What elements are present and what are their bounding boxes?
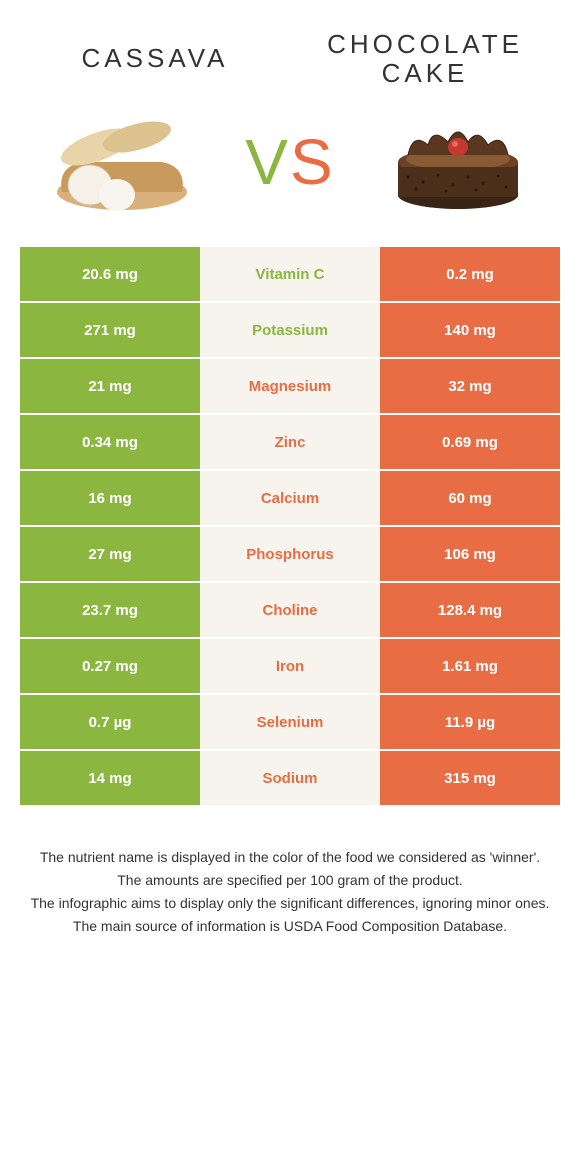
left-value-cell: 20.6 mg bbox=[20, 247, 200, 301]
nutrient-name-cell: Iron bbox=[200, 639, 380, 693]
right-food-title: CHOCOLATE CAKE bbox=[304, 30, 547, 87]
right-value-cell: 128.4 mg bbox=[380, 583, 560, 637]
table-row: 0.7 µgSelenium11.9 µg bbox=[20, 695, 560, 751]
images-row: VS bbox=[0, 97, 580, 247]
footer-line: The amounts are specified per 100 gram o… bbox=[30, 870, 550, 891]
nutrient-name-cell: Choline bbox=[200, 583, 380, 637]
vs-label: VS bbox=[245, 125, 334, 199]
left-value-cell: 0.7 µg bbox=[20, 695, 200, 749]
footer-line: The main source of information is USDA F… bbox=[30, 916, 550, 937]
nutrient-name-cell: Calcium bbox=[200, 471, 380, 525]
cassava-image bbox=[42, 107, 202, 217]
nutrient-name-cell: Magnesium bbox=[200, 359, 380, 413]
left-value-cell: 0.27 mg bbox=[20, 639, 200, 693]
table-row: 0.34 mgZinc0.69 mg bbox=[20, 415, 560, 471]
nutrient-name-cell: Vitamin C bbox=[200, 247, 380, 301]
left-value-cell: 14 mg bbox=[20, 751, 200, 805]
nutrient-name-cell: Selenium bbox=[200, 695, 380, 749]
left-value-cell: 23.7 mg bbox=[20, 583, 200, 637]
nutrient-name-cell: Phosphorus bbox=[200, 527, 380, 581]
footer-line: The infographic aims to display only the… bbox=[30, 893, 550, 914]
right-value-cell: 140 mg bbox=[380, 303, 560, 357]
right-value-cell: 315 mg bbox=[380, 751, 560, 805]
table-row: 20.6 mgVitamin C0.2 mg bbox=[20, 247, 560, 303]
header: CASSAVA CHOCOLATE CAKE bbox=[0, 0, 580, 97]
left-value-cell: 16 mg bbox=[20, 471, 200, 525]
right-value-cell: 11.9 µg bbox=[380, 695, 560, 749]
nutrient-name-cell: Zinc bbox=[200, 415, 380, 469]
table-row: 14 mgSodium315 mg bbox=[20, 751, 560, 807]
table-row: 0.27 mgIron1.61 mg bbox=[20, 639, 560, 695]
table-row: 271 mgPotassium140 mg bbox=[20, 303, 560, 359]
right-value-cell: 32 mg bbox=[380, 359, 560, 413]
vs-v: V bbox=[245, 126, 290, 198]
table-row: 23.7 mgCholine128.4 mg bbox=[20, 583, 560, 639]
table-row: 21 mgMagnesium32 mg bbox=[20, 359, 560, 415]
nutrient-name-cell: Potassium bbox=[200, 303, 380, 357]
cake-image bbox=[378, 107, 538, 217]
table-row: 16 mgCalcium60 mg bbox=[20, 471, 560, 527]
right-value-cell: 1.61 mg bbox=[380, 639, 560, 693]
right-value-cell: 60 mg bbox=[380, 471, 560, 525]
nutrient-table: 20.6 mgVitamin C0.2 mg271 mgPotassium140… bbox=[20, 247, 560, 807]
left-value-cell: 21 mg bbox=[20, 359, 200, 413]
footer-notes: The nutrient name is displayed in the co… bbox=[0, 807, 580, 937]
right-value-cell: 0.69 mg bbox=[380, 415, 560, 469]
right-value-cell: 0.2 mg bbox=[380, 247, 560, 301]
table-row: 27 mgPhosphorus106 mg bbox=[20, 527, 560, 583]
left-food-title: CASSAVA bbox=[34, 44, 277, 73]
left-value-cell: 0.34 mg bbox=[20, 415, 200, 469]
footer-line: The nutrient name is displayed in the co… bbox=[30, 847, 550, 868]
vs-s: S bbox=[290, 126, 335, 198]
left-value-cell: 27 mg bbox=[20, 527, 200, 581]
nutrient-name-cell: Sodium bbox=[200, 751, 380, 805]
right-value-cell: 106 mg bbox=[380, 527, 560, 581]
left-value-cell: 271 mg bbox=[20, 303, 200, 357]
